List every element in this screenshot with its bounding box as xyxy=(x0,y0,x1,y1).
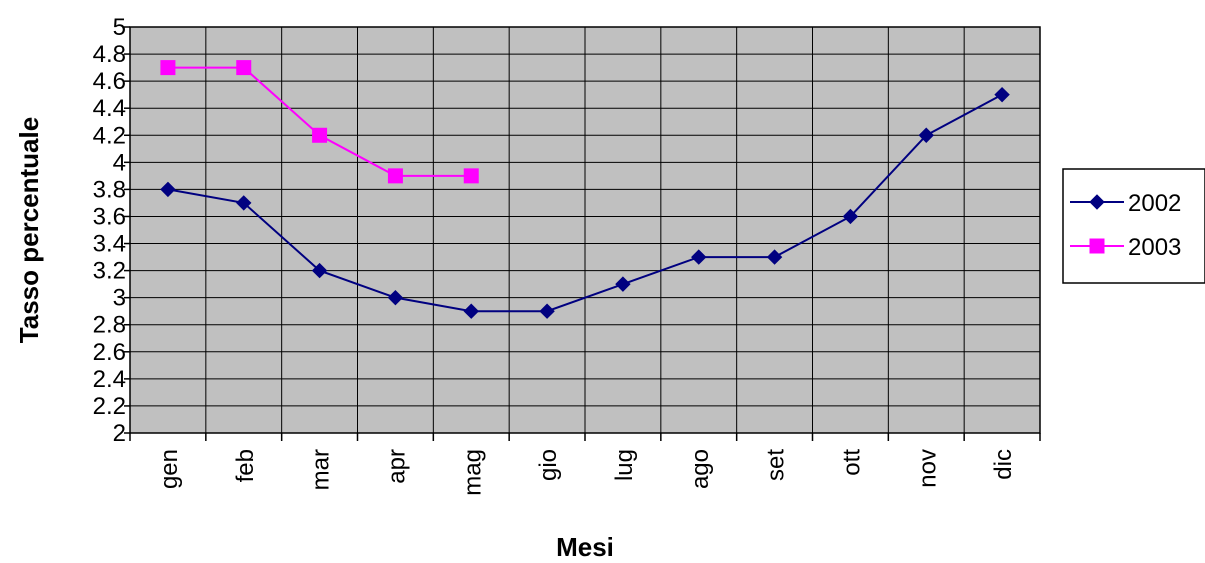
x-tick-label: feb xyxy=(232,449,259,482)
data-point-2003 xyxy=(387,168,403,184)
x-tick-label: dic xyxy=(990,449,1017,480)
data-point-2002 xyxy=(691,249,707,265)
legend-entry-2003: 2003 xyxy=(1070,234,1181,261)
series-2003 xyxy=(160,60,479,184)
series-line-2002 xyxy=(167,93,1003,313)
legend-label: 2002 xyxy=(1128,190,1181,217)
x-tick-label: gio xyxy=(535,449,562,481)
y-tick-label: 3 xyxy=(113,285,126,312)
y-tick-label: 4.8 xyxy=(93,41,126,68)
data-point-2002 xyxy=(463,303,479,319)
x-axis: gen feb mar apr mag gio lug ago set ott nov dic xyxy=(129,433,1041,496)
y-tick-label: 3.6 xyxy=(93,203,126,230)
y-axis-title: Tasso percentuale xyxy=(14,117,44,343)
data-point-2002 xyxy=(994,86,1010,103)
legend-label: 2003 xyxy=(1128,234,1181,261)
data-point-2002 xyxy=(918,127,934,143)
y-axis: 22.22.42.62.833.23.43.63.844.24.44.64.85 xyxy=(93,14,130,447)
x-axis-title: Mesi xyxy=(556,532,614,562)
data-point-2002 xyxy=(539,303,555,319)
y-tick-label: 2.4 xyxy=(93,366,126,393)
data-point-2003 xyxy=(312,127,328,143)
data-point-2002 xyxy=(766,249,783,265)
x-tick-label: ott xyxy=(838,449,865,476)
y-tick-label: 3.2 xyxy=(93,258,126,285)
x-tick-label: lug xyxy=(611,449,638,481)
data-point-2003 xyxy=(160,60,176,76)
data-point-2003 xyxy=(463,168,479,184)
x-tick-label: ago xyxy=(687,449,714,489)
legend-entry-2002: 2002 xyxy=(1070,190,1181,217)
y-tick-label: 5 xyxy=(113,14,126,41)
data-point-2003 xyxy=(236,60,252,76)
x-tick-label: mar xyxy=(308,449,335,490)
legend-marker xyxy=(1089,238,1105,254)
x-tick-label: nov xyxy=(914,449,941,488)
y-tick-label: 4.6 xyxy=(93,68,126,95)
y-tick-label: 4 xyxy=(113,149,126,176)
legend-box xyxy=(1062,168,1205,284)
y-tick-label: 3.8 xyxy=(93,176,126,203)
legend-marker xyxy=(1089,194,1105,210)
x-tick-label: apr xyxy=(383,449,410,484)
x-tick-label: set xyxy=(763,449,790,481)
data-point-2002 xyxy=(311,262,328,279)
x-tick-label: mag xyxy=(459,449,486,496)
y-tick-label: 2.2 xyxy=(93,393,126,420)
y-tick-label: 2 xyxy=(113,420,126,447)
series-2002 xyxy=(160,86,1010,319)
x-tick-label: gen xyxy=(156,449,183,489)
data-point-2002 xyxy=(842,208,859,225)
y-tick-label: 2.8 xyxy=(93,312,126,339)
legend: 2002 2003 xyxy=(1062,168,1205,284)
y-tick-label: 3.4 xyxy=(93,231,126,258)
y-tick-label: 4.2 xyxy=(93,122,126,149)
data-point-2002 xyxy=(615,276,631,292)
data-point-2002 xyxy=(387,289,404,306)
data-point-2002 xyxy=(160,181,176,198)
y-tick-label: 2.6 xyxy=(93,339,126,366)
y-tick-label: 4.4 xyxy=(93,95,126,122)
data-point-2002 xyxy=(236,195,252,211)
series-layer xyxy=(160,60,1010,319)
